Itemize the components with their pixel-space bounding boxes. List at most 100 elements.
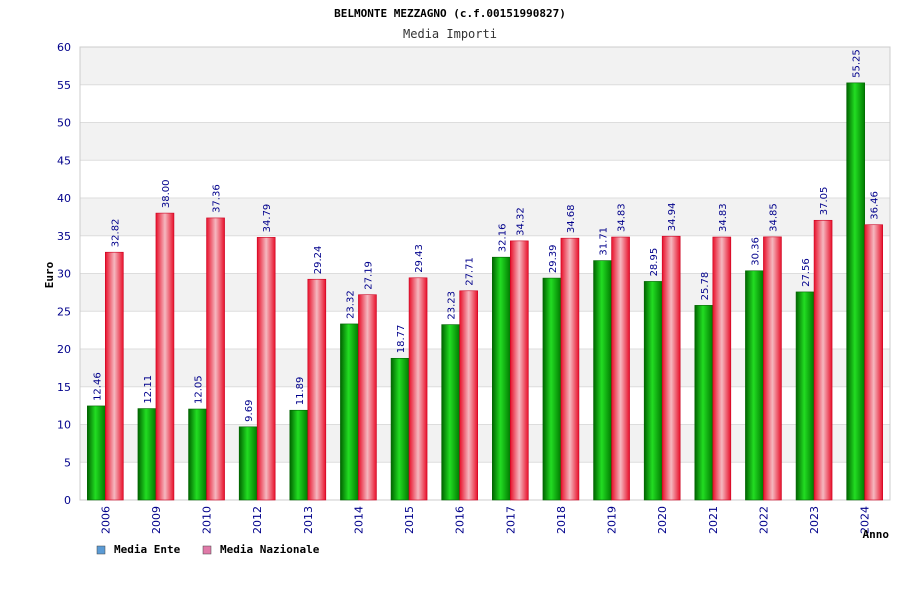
x-tick-label: 2012	[251, 506, 264, 534]
value-label: 23.23	[447, 291, 458, 320]
bar-media-ente-2014	[340, 323, 359, 501]
x-tick-label: 2020	[656, 506, 669, 534]
bar-media-ente-2010	[188, 408, 207, 501]
bar-media-nazionale-2016	[459, 290, 478, 501]
bar-media-ente-2009	[137, 408, 157, 501]
bar-media-nazionale-2024	[864, 224, 883, 501]
legend: Media Ente Media Nazionale	[96, 543, 320, 556]
value-label: 34.83	[718, 203, 729, 232]
x-tick-label: 2017	[504, 506, 517, 534]
x-tick-label: 2013	[302, 506, 315, 534]
value-label: 12.11	[143, 375, 154, 404]
value-label: 18.77	[396, 325, 407, 354]
value-label: 9.69	[244, 400, 255, 422]
x-tick-label: 2018	[555, 506, 568, 534]
chart-title: BELMONTE MEZZAGNO (c.f.00151990827)	[334, 7, 566, 20]
bar-media-nazionale-2012	[256, 237, 276, 501]
value-label: 29.24	[313, 246, 324, 275]
value-label: 32.16	[497, 224, 508, 253]
value-label: 34.32	[515, 207, 526, 236]
chart-subtitle: Media Importi	[403, 27, 497, 41]
value-label: 36.46	[870, 191, 881, 220]
x-tick-label: 2006	[99, 506, 112, 534]
value-label: 34.85	[768, 203, 779, 232]
x-tick-label: 2014	[352, 506, 365, 534]
y-tick-label: 35	[57, 230, 71, 243]
value-labels: 12.46 32.82 12.11 38.00 12.05 37.36 9.69 34.79 1…	[92, 49, 880, 422]
x-tick-label: 2022	[757, 506, 770, 534]
y-tick-labels: 0 5 10 15 20 25 30 35 40 45 50 55 60	[57, 41, 71, 507]
bar-media-ente-2020	[643, 281, 663, 501]
bar-media-nazionale-2014	[358, 294, 377, 501]
value-label: 37.05	[819, 187, 830, 216]
value-label: 27.19	[363, 261, 374, 290]
value-label: 12.05	[194, 375, 205, 404]
legend-label-media-nazionale: Media Nazionale	[220, 543, 320, 556]
legend-swatch-media-ente	[96, 545, 106, 555]
value-label: 38.00	[161, 179, 172, 208]
x-tick-label: 2016	[454, 506, 467, 534]
bar-media-ente-2019	[593, 260, 612, 501]
legend-swatch-media-nazionale	[202, 545, 212, 555]
bar-media-nazionale-2006	[105, 251, 124, 501]
value-label: 27.56	[801, 258, 812, 287]
x-axis-label: Anno	[863, 528, 890, 541]
bar-media-ente-2022	[745, 270, 764, 501]
bars	[87, 82, 883, 501]
value-label: 34.94	[667, 203, 678, 232]
bar-media-nazionale-2021	[712, 236, 732, 501]
value-label: 29.39	[548, 244, 559, 273]
bar-media-ente-2013	[289, 409, 309, 501]
x-tick-label: 2009	[150, 506, 163, 534]
bar-media-nazionale-2019	[611, 236, 630, 501]
bar-media-ente-2015	[390, 357, 410, 501]
bar-media-nazionale-2022	[763, 236, 782, 501]
bar-media-nazionale-2023	[813, 219, 833, 501]
value-label: 34.79	[262, 204, 273, 233]
value-label: 30.36	[750, 237, 761, 266]
x-tick-label: 2023	[808, 506, 821, 534]
bar-media-ente-2017	[492, 256, 511, 501]
y-tick-label: 10	[57, 419, 71, 432]
value-label: 23.32	[345, 290, 356, 319]
value-label: 25.78	[700, 272, 711, 301]
value-label: 37.36	[212, 184, 223, 213]
bar-media-nazionale-2020	[661, 235, 681, 501]
value-label: 31.71	[599, 227, 610, 256]
plot-frame	[79, 46, 891, 501]
x-tick-label: 2024	[859, 506, 872, 534]
y-tick-label: 5	[64, 456, 71, 469]
legend-label-media-ente: Media Ente	[114, 543, 181, 556]
bar-media-ente-2016	[441, 324, 460, 501]
grid-band	[80, 47, 890, 85]
y-tick-label: 25	[57, 305, 71, 318]
y-tick-label: 45	[57, 154, 71, 167]
x-tick-label: 2010	[201, 506, 214, 534]
x-tick-labels: 2006 2009 2010 2012 2013 2014 2015 2016 2017 2018…	[99, 506, 871, 534]
y-tick-label: 55	[57, 79, 71, 92]
bar-media-nazionale-2009	[155, 212, 175, 501]
grid-band	[80, 122, 890, 161]
y-tick-label: 50	[57, 117, 71, 130]
value-label: 27.71	[465, 257, 476, 286]
value-label: 55.25	[852, 49, 863, 78]
bar-media-nazionale-2013	[307, 278, 327, 501]
value-label: 29.43	[414, 244, 425, 273]
bar-media-ente-2024	[846, 82, 865, 501]
bar-media-nazionale-2018	[560, 237, 580, 501]
value-label: 34.68	[566, 205, 577, 234]
y-tick-label: 0	[64, 494, 71, 507]
value-label: 12.46	[92, 372, 103, 401]
grid-band	[80, 160, 890, 198]
x-tick-label: 2019	[606, 506, 619, 534]
value-label: 11.89	[295, 377, 306, 406]
y-tick-label: 30	[57, 268, 71, 281]
y-tick-label: 20	[57, 343, 71, 356]
y-tick-label: 60	[57, 41, 71, 54]
bar-media-ente-2023	[795, 291, 815, 501]
value-label: 28.95	[649, 248, 660, 277]
y-tick-label: 15	[57, 381, 71, 394]
x-tick-label: 2015	[403, 506, 416, 534]
grid-band	[80, 84, 890, 123]
